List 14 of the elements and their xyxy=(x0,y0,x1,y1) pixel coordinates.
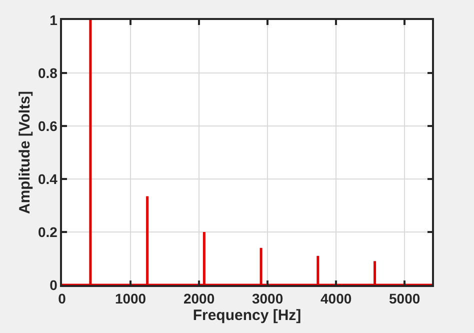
y-axis-title: Amplitude [Volts] xyxy=(16,90,34,214)
y-tick-label: 0.8 xyxy=(38,64,58,81)
x-tick-label: 1000 xyxy=(114,290,146,307)
y-tick-label: 0.4 xyxy=(38,170,58,187)
x-tick-label: 4000 xyxy=(320,290,352,307)
x-tick-label: 5000 xyxy=(389,290,420,307)
x-tick-label: 3000 xyxy=(252,290,284,307)
x-tick-label: 2000 xyxy=(183,290,215,307)
line-series xyxy=(62,20,432,285)
y-tick-label: 0.6 xyxy=(38,118,58,134)
y-tick-label: 1 xyxy=(50,12,58,28)
y-tick-label: 0 xyxy=(50,276,58,293)
y-tick-label: 0.2 xyxy=(38,224,58,240)
x-axis-title: Frequency [Hz] xyxy=(192,307,302,324)
